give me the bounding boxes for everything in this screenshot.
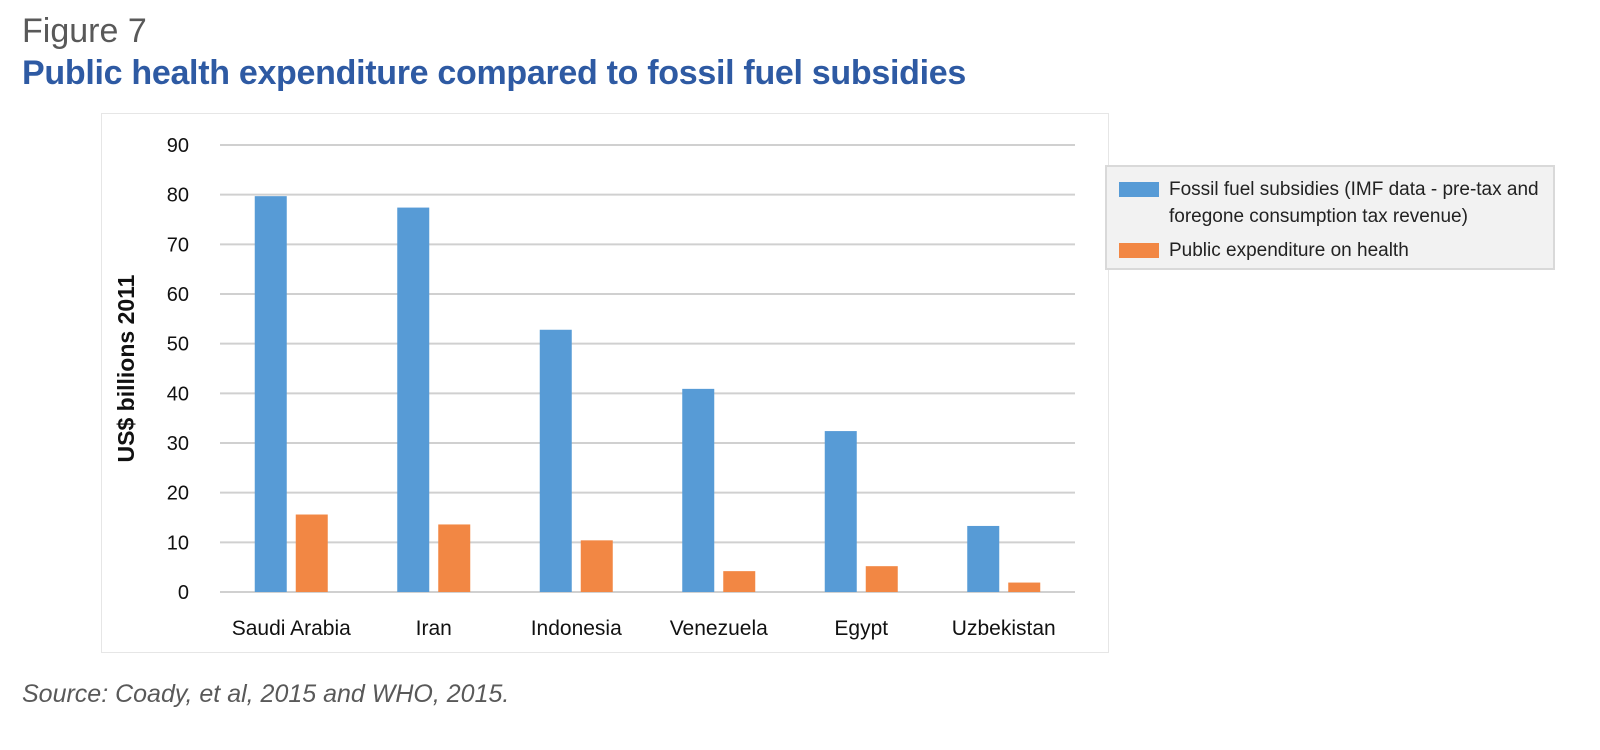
- y-tick-label: 40: [167, 383, 189, 405]
- legend-label-fossil: Fossil fuel subsidies (IMF data - pre-ta…: [1169, 179, 1539, 227]
- y-tick-label: 0: [178, 582, 189, 604]
- y-tick-label: 80: [167, 185, 189, 207]
- y-tick-label: 90: [167, 135, 189, 157]
- figure-title: Public health expenditure compared to fo…: [22, 54, 966, 92]
- x-category-label: Indonesia: [531, 617, 622, 640]
- bar-public-health-expenditure: [438, 524, 471, 592]
- bar-public-health-expenditure: [295, 514, 328, 592]
- bar-fossil-fuel-subsidies: [682, 388, 715, 592]
- bar-chart: 0 10 20 30 40 50 60 70 80 90 US$ billions 2011 Saud…: [113, 135, 1075, 640]
- bar-fossil-fuel-subsidies: [539, 329, 572, 592]
- y-tick-label: 30: [167, 433, 189, 455]
- figure-label: Figure 7: [22, 12, 147, 50]
- bar-fossil-fuel-subsidies: [254, 196, 287, 592]
- legend-swatch-health: [1119, 243, 1159, 258]
- y-tick-label: 70: [167, 234, 189, 256]
- x-category-label: Venezuela: [670, 617, 768, 640]
- x-category-label: Saudi Arabia: [232, 617, 351, 640]
- legend-item-fossil: Fossil fuel subsidies (IMF data - pre-ta…: [1119, 176, 1549, 230]
- legend-label-health: Public expenditure on health: [1169, 240, 1409, 261]
- bar-fossil-fuel-subsidies: [824, 431, 857, 592]
- bar-fossil-fuel-subsidies: [397, 207, 430, 592]
- bar-public-health-expenditure: [580, 540, 613, 592]
- y-tick-label: 10: [167, 532, 189, 554]
- y-tick-label: 20: [167, 483, 189, 505]
- bar-public-health-expenditure: [723, 571, 756, 592]
- bar-public-health-expenditure: [1008, 582, 1041, 592]
- x-category-label: Uzbekistan: [952, 617, 1056, 640]
- legend-swatch-fossil: [1119, 182, 1159, 197]
- legend-item-health: Public expenditure on health: [1119, 237, 1549, 264]
- chart-legend: Fossil fuel subsidies (IMF data - pre-ta…: [1105, 165, 1555, 270]
- y-axis-label: US$ billions 2011: [113, 274, 139, 462]
- chart-area: 0 10 20 30 40 50 60 70 80 90 US$ billions 2011 Saud…: [101, 113, 1109, 653]
- y-tick-label: 50: [167, 334, 189, 356]
- bar-fossil-fuel-subsidies: [967, 525, 1000, 592]
- bar-public-health-expenditure: [865, 566, 898, 592]
- x-category-label: Egypt: [834, 617, 888, 640]
- x-category-label: Iran: [416, 617, 452, 640]
- source-note: Source: Coady, et al, 2015 and WHO, 2015…: [22, 680, 510, 708]
- y-tick-label: 60: [167, 284, 189, 306]
